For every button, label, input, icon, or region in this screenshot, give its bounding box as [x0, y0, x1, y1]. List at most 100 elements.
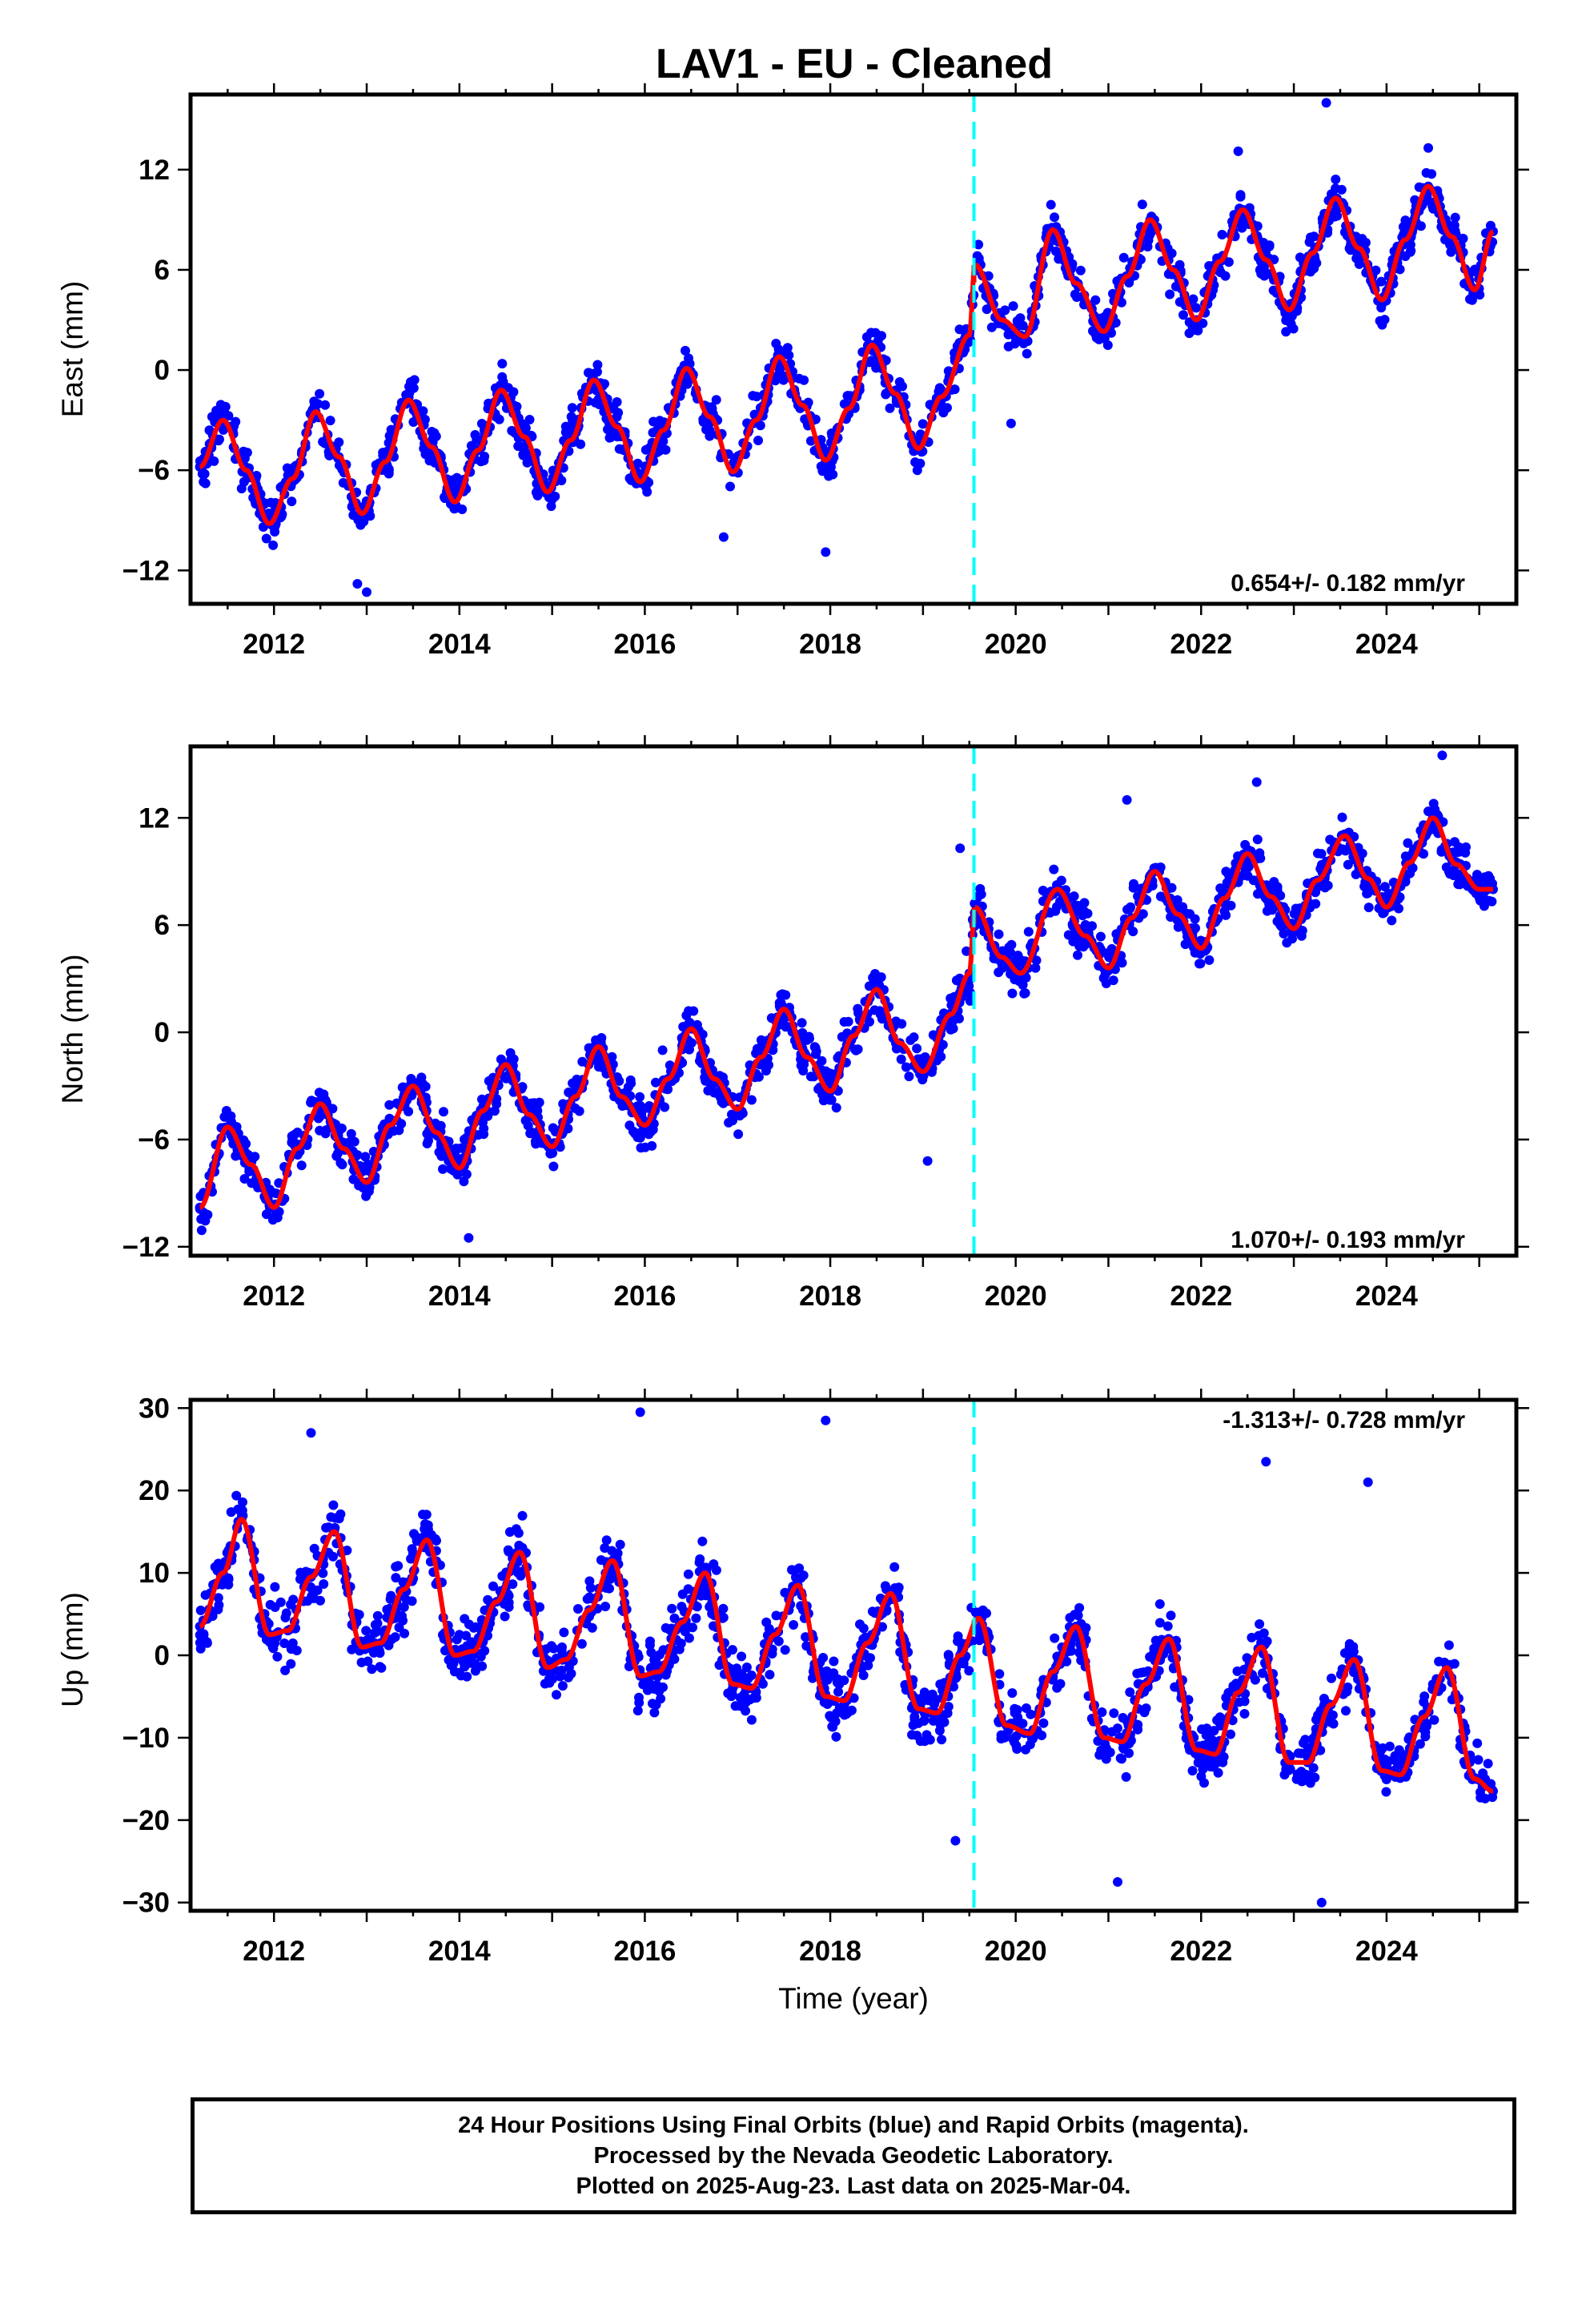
data-point — [624, 1661, 634, 1671]
data-point — [1478, 1768, 1488, 1779]
data-point — [797, 1018, 807, 1028]
data-point — [1400, 215, 1411, 226]
data-point — [1223, 257, 1234, 267]
data-point — [1056, 875, 1066, 886]
data-point — [1073, 950, 1082, 960]
data-point — [1012, 316, 1022, 326]
data-point — [809, 1042, 820, 1052]
data-point — [964, 1666, 974, 1676]
data-point — [440, 1646, 450, 1656]
data-point — [1137, 199, 1147, 210]
data-point — [681, 345, 690, 356]
data-point — [1381, 1787, 1391, 1797]
data-point — [195, 1643, 206, 1654]
data-point — [667, 1603, 677, 1614]
data-point — [953, 1636, 963, 1647]
data-point — [831, 1731, 841, 1742]
data-point — [917, 419, 928, 429]
y-tick-label: −6 — [138, 1124, 170, 1156]
up-marks — [195, 1400, 1498, 1911]
data-point — [1272, 916, 1283, 927]
data-point — [642, 487, 652, 497]
data-point — [839, 1675, 849, 1686]
data-point — [1138, 1667, 1149, 1678]
y-tick-label: −6 — [138, 455, 170, 486]
east-points — [195, 98, 1498, 597]
data-point — [1351, 253, 1362, 263]
data-point — [213, 1604, 223, 1614]
data-point — [649, 1684, 660, 1694]
data-point — [789, 1620, 799, 1630]
data-point — [342, 1546, 352, 1555]
data-point — [1291, 1774, 1302, 1784]
y-tick-label: 12 — [139, 155, 170, 186]
data-point — [268, 540, 279, 550]
data-point — [239, 453, 250, 464]
data-point — [691, 1613, 701, 1623]
data-point — [632, 1706, 643, 1716]
data-point — [309, 1543, 319, 1554]
data-point — [1237, 223, 1247, 233]
y-tick-label: 10 — [139, 1558, 170, 1589]
y-tick-label: −10 — [122, 1723, 170, 1754]
data-point — [286, 1644, 296, 1655]
data-point — [219, 424, 228, 435]
data-point — [1098, 973, 1109, 983]
data-point — [363, 1656, 373, 1667]
data-point — [1195, 959, 1206, 969]
data-point — [871, 975, 881, 985]
data-point — [241, 1139, 251, 1149]
data-point — [1429, 1715, 1439, 1725]
data-point — [1375, 1746, 1386, 1756]
data-point — [974, 239, 984, 250]
data-point — [220, 401, 231, 412]
data-point — [1012, 1705, 1022, 1715]
data-point — [1484, 870, 1494, 881]
data-point — [584, 1592, 595, 1602]
data-point — [386, 1590, 396, 1601]
y-tick-label: −20 — [122, 1805, 170, 1836]
north-model-line-1 — [199, 911, 977, 1210]
data-point — [709, 1559, 719, 1570]
data-point — [376, 1663, 387, 1673]
data-point — [428, 434, 438, 444]
data-point — [976, 889, 986, 899]
data-point — [974, 1635, 985, 1646]
data-point — [563, 1672, 573, 1683]
data-point — [1295, 252, 1305, 263]
data-point — [600, 1602, 611, 1611]
data-point — [632, 1132, 643, 1143]
data-point — [632, 458, 643, 468]
data-point — [1415, 1739, 1425, 1749]
y-tick-label: 12 — [139, 802, 170, 834]
data-point — [213, 1593, 223, 1603]
x-tick-label: 2018 — [799, 629, 861, 660]
data-point — [1046, 199, 1056, 210]
data-point — [904, 1072, 914, 1082]
x-tick-label: 2022 — [1170, 1936, 1232, 1967]
footer-line-1: 24 Hour Positions Using Final Orbits (bl… — [458, 2113, 1249, 2138]
data-point — [497, 1571, 508, 1581]
data-point — [200, 478, 211, 489]
data-point — [784, 350, 794, 360]
data-point — [615, 1539, 625, 1550]
data-point — [725, 481, 735, 492]
data-point — [656, 1694, 666, 1704]
data-point — [1094, 1750, 1105, 1760]
data-point — [831, 1103, 841, 1113]
data-point — [1079, 898, 1090, 908]
data-point — [266, 497, 276, 508]
data-point — [894, 377, 905, 387]
data-point — [319, 1579, 329, 1589]
data-point — [684, 353, 693, 364]
x-tick-label: 2014 — [428, 1281, 491, 1312]
data-point — [1437, 750, 1447, 761]
data-point — [1094, 334, 1104, 344]
data-point — [239, 1174, 250, 1184]
data-point — [286, 1659, 296, 1669]
data-point — [1221, 866, 1231, 877]
data-point — [1317, 859, 1327, 870]
data-point — [384, 1100, 395, 1110]
data-point — [500, 1611, 510, 1622]
data-point — [1100, 312, 1110, 322]
